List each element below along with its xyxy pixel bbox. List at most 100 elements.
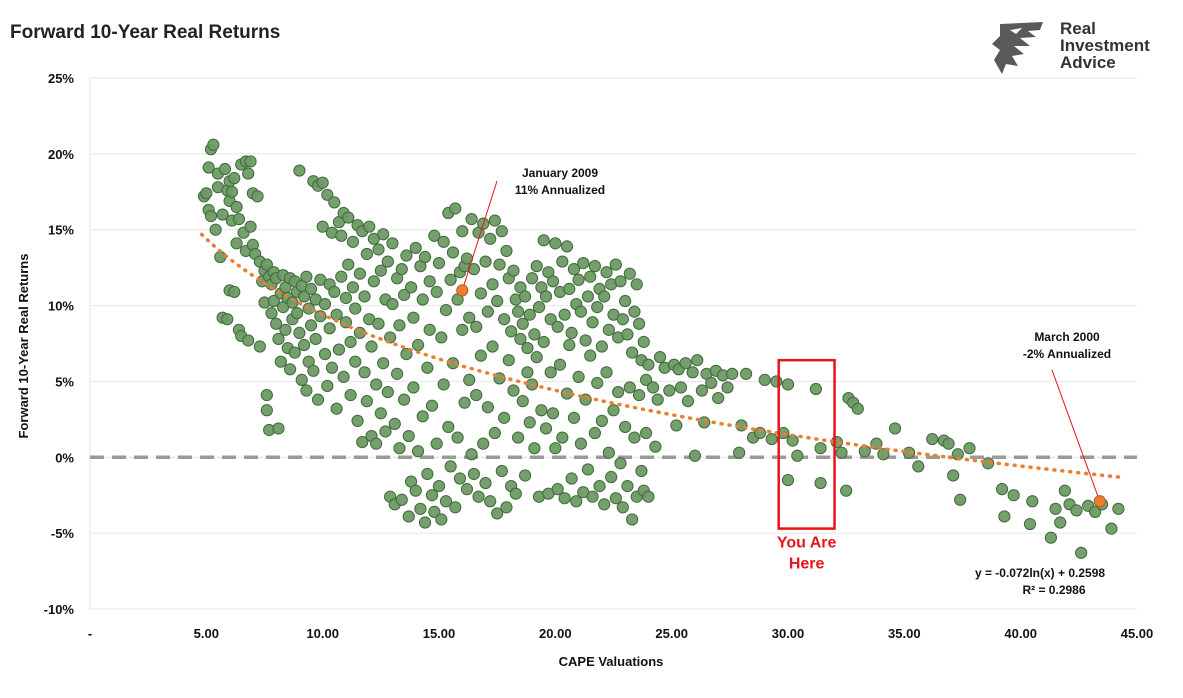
data-point [330, 308, 343, 321]
data-point [626, 346, 639, 359]
data-point [781, 473, 795, 487]
data-point [477, 437, 490, 450]
data-point [386, 297, 399, 311]
data-point [407, 381, 420, 394]
data-point [456, 323, 469, 336]
data-point [230, 237, 243, 250]
data-point [595, 414, 608, 427]
data-point [349, 302, 362, 315]
trendline-equation: y = -0.072ln(x) + 0.2598 [975, 566, 1105, 580]
data-point [605, 470, 618, 484]
y-tick-label: 0% [55, 450, 74, 465]
annotation-line2: -2% Annualized [1023, 347, 1111, 361]
data-point [309, 332, 322, 346]
data-point [619, 294, 632, 308]
data-point [393, 442, 406, 455]
eagle-logo-icon [992, 22, 1043, 74]
y-tick-label: -10% [44, 602, 75, 617]
data-point [639, 426, 653, 440]
data-point [486, 278, 499, 291]
data-point [600, 366, 613, 379]
data-point [570, 495, 583, 508]
data-point [1075, 546, 1088, 559]
data-point [363, 220, 376, 233]
data-point [535, 404, 548, 417]
data-point [400, 348, 413, 361]
data-point [851, 402, 864, 415]
data-point [809, 382, 823, 396]
data-point [765, 432, 778, 446]
data-point [290, 307, 304, 320]
data-point [558, 492, 571, 505]
you-are-here-box [777, 358, 836, 530]
data-point [300, 270, 313, 283]
data-point [623, 267, 636, 280]
data-point [304, 282, 318, 295]
data-point [360, 395, 373, 408]
data-point [411, 338, 425, 352]
data-point [288, 346, 301, 359]
data-point [651, 393, 664, 406]
data-point [530, 351, 543, 364]
data-point [507, 384, 520, 397]
data-point [470, 388, 483, 402]
data-point [621, 480, 634, 493]
data-point [630, 278, 643, 291]
data-point [293, 326, 306, 339]
data-point [639, 373, 653, 387]
annotation-leader-line [1051, 369, 1101, 502]
data-point [591, 376, 604, 390]
data-point [840, 484, 853, 497]
data-point [495, 225, 508, 238]
data-point [560, 240, 574, 253]
data-point [733, 446, 746, 459]
data-point [418, 516, 432, 529]
data-point [572, 370, 585, 383]
data-point [381, 385, 394, 399]
data-point [418, 250, 432, 264]
data-point [814, 442, 827, 455]
data-point [221, 313, 234, 326]
annotation-line1: March 2000 [1034, 330, 1100, 344]
x-tick-label: 30.00 [772, 626, 805, 641]
data-point [565, 472, 578, 485]
data-point [393, 319, 406, 332]
data-point [521, 341, 534, 355]
data-point [316, 176, 329, 189]
data-point [549, 442, 562, 455]
data-point [1007, 489, 1020, 502]
data-point [537, 335, 550, 349]
data-point [586, 316, 599, 329]
data-point [204, 209, 218, 223]
data-point [344, 388, 357, 402]
data-point [398, 288, 411, 302]
data-point [474, 287, 487, 300]
data-point [523, 416, 536, 429]
data-point [207, 138, 220, 151]
data-point [556, 431, 569, 444]
data-point [670, 419, 683, 432]
logo-text-line1: Real [1060, 19, 1096, 38]
data-point [358, 290, 371, 303]
annotations: January 2009 11% Annualized March 2000 -2% … [456, 166, 1111, 508]
data-point [686, 366, 699, 379]
data-point [386, 237, 399, 250]
data-point [439, 304, 453, 317]
data-point [251, 190, 264, 203]
data-point [351, 414, 364, 427]
data-point [304, 319, 318, 332]
data-point [539, 290, 553, 303]
data-point [518, 469, 532, 482]
data-point [563, 282, 576, 295]
you-are-here-label-line2: Here [789, 556, 825, 573]
data-point [688, 449, 702, 462]
data-point [942, 437, 955, 450]
data-point [614, 275, 627, 288]
x-tick-label: 10.00 [306, 626, 339, 641]
data-point [444, 460, 457, 473]
data-point [528, 442, 541, 455]
data-point [581, 463, 595, 476]
data-point [395, 493, 408, 506]
